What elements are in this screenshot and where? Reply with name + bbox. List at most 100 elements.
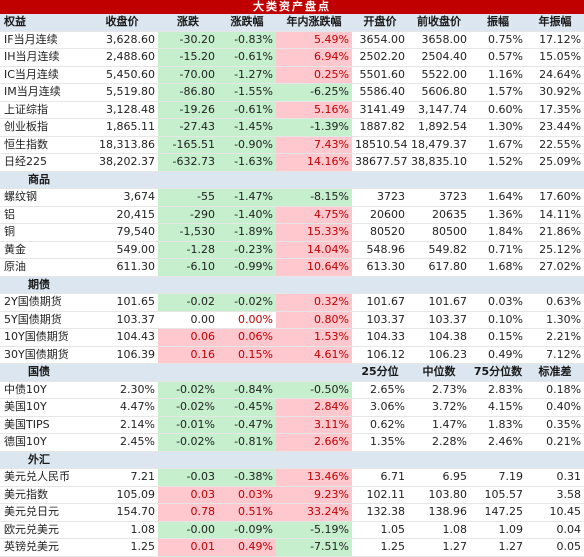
row-amplitude: 4.15%	[470, 398, 526, 417]
row-name: 恒生指数	[0, 136, 86, 154]
row-ytd: 13.46%	[276, 468, 352, 487]
row-name: 黄金	[0, 241, 86, 259]
row-change: -6.10	[158, 258, 218, 277]
row-change-pct: -0.38%	[218, 468, 276, 487]
row-open: 18510.54	[352, 136, 408, 154]
row-change: 0.78	[158, 503, 218, 522]
row-name: 德国10Y	[0, 433, 86, 452]
row-close: 611.30	[86, 258, 158, 277]
row-name: 2Y国债期货	[0, 293, 86, 312]
row-prev-close: 3723	[408, 188, 470, 207]
row-amplitude: 1.67%	[470, 136, 526, 154]
row-ytd: 0.25%	[276, 66, 352, 84]
table-row: 5Y国债期货 103.37 0.00 0.00% 0.80% 103.37 103.37 0.…	[0, 311, 584, 329]
table-row: 上证综指 3,128.48 -19.26 -0.61% 5.16% 3141.49 3,14…	[0, 101, 584, 119]
row-prev-close: 617.80	[408, 258, 470, 277]
row-year-amplitude: 0.40%	[526, 398, 584, 417]
row-close: 549.00	[86, 241, 158, 259]
row-close: 2,488.60	[86, 48, 158, 67]
section-cell	[470, 276, 526, 294]
row-year-amplitude: 17.35%	[526, 101, 584, 119]
row-year-amplitude: 17.12%	[526, 31, 584, 49]
row-amplitude: 1.52%	[470, 153, 526, 172]
row-change: -290	[158, 206, 218, 224]
section-cell	[218, 451, 276, 469]
row-year-amplitude: 0.05	[526, 538, 584, 557]
row-ytd: 14.04%	[276, 241, 352, 259]
header-prev-close: 前收盘价	[408, 14, 470, 32]
row-ytd: 15.33%	[276, 223, 352, 242]
row-change: -19.26	[158, 101, 218, 119]
row-year-amplitude: 25.12%	[526, 241, 584, 259]
row-open: 0.62%	[352, 416, 408, 434]
section-row: 商品	[0, 171, 584, 189]
table-row: 美元指数 105.09 0.03 0.03% 9.23% 102.11 103.80 105.…	[0, 486, 584, 504]
row-ytd: 0.32%	[276, 293, 352, 312]
table-row: IM当月连续 5,519.80 -86.80 -1.55% -6.25% 5586.40 5…	[0, 83, 584, 102]
row-name: 美元兑日元	[0, 503, 86, 522]
section-cell	[218, 276, 276, 294]
row-open: 1887.82	[352, 118, 408, 137]
row-amplitude: 7.19	[470, 468, 526, 487]
row-ytd: 9.23%	[276, 486, 352, 504]
row-change-pct: -1.63%	[218, 153, 276, 172]
table-row: 美元兑日元 154.70 0.78 0.51% 33.24% 132.38 138.96 14…	[0, 503, 584, 522]
section-cell	[86, 451, 158, 469]
row-open: 548.96	[352, 241, 408, 259]
row-year-amplitude: 0.63%	[526, 293, 584, 312]
row-close: 3,628.60	[86, 31, 158, 49]
table-row: IF当月连续 3,628.60 -30.20 -0.83% 5.49% 3654.00 36…	[0, 31, 584, 49]
row-change-pct: -1.40%	[218, 206, 276, 224]
row-year-amplitude: 14.11%	[526, 206, 584, 224]
row-change: -55	[158, 188, 218, 207]
row-amplitude: 147.25	[470, 503, 526, 522]
row-change-pct: -1.45%	[218, 118, 276, 137]
row-year-amplitude: 25.09%	[526, 153, 584, 172]
row-open: 1.25	[352, 538, 408, 557]
section-cell	[408, 171, 470, 189]
row-change: -632.73	[158, 153, 218, 172]
section-cell	[276, 363, 352, 382]
row-prev-close: 106.23	[408, 346, 470, 364]
header-change-pct: 涨跌幅	[218, 14, 276, 32]
row-amplitude: 0.10%	[470, 311, 526, 329]
header-close: 收盘价	[86, 14, 158, 32]
row-change-pct: -0.83%	[218, 31, 276, 49]
row-open: 106.12	[352, 346, 408, 364]
table-row: 10Y国债期货 104.43 0.06 0.06% 1.53% 104.33 104.38 0…	[0, 328, 584, 347]
row-change-pct: -1.55%	[218, 83, 276, 102]
row-year-amplitude: 0.18%	[526, 381, 584, 399]
table-row: 德国10Y 2.45% -0.02% -0.81% 2.66% 1.35% 2.28% 2.4…	[0, 433, 584, 452]
section-cell	[158, 451, 218, 469]
row-close: 20,415	[86, 206, 158, 224]
table-row: 中债10Y 2.30% -0.02% -0.84% -0.50% 2.65% 2.73% 2.…	[0, 381, 584, 399]
row-change: -0.01%	[158, 416, 218, 434]
row-amplitude: 0.03%	[470, 293, 526, 312]
row-change-pct: -1.47%	[218, 188, 276, 207]
row-change: -0.03	[158, 468, 218, 487]
row-name: 创业板指	[0, 118, 86, 137]
row-change: 0.06	[158, 328, 218, 347]
row-change-pct: 0.03%	[218, 486, 276, 504]
row-prev-close: 38,835.10	[408, 153, 470, 172]
row-open: 132.38	[352, 503, 408, 522]
row-change: -15.20	[158, 48, 218, 67]
table-row: IH当月连续 2,488.60 -15.20 -0.61% 6.94% 2502.20 25…	[0, 48, 584, 67]
row-change: -0.02%	[158, 381, 218, 399]
row-change-pct: -0.81%	[218, 433, 276, 452]
table-row: 英镑兑美元 1.25 0.01 0.49% -7.51% 1.25 1.27 1.27 0.05	[0, 538, 584, 557]
row-close: 104.43	[86, 328, 158, 347]
row-close: 5,519.80	[86, 83, 158, 102]
row-ytd: -5.19%	[276, 521, 352, 539]
section-label: 期债	[0, 276, 86, 294]
row-open: 6.71	[352, 468, 408, 487]
row-name: 美元兑人民币	[0, 468, 86, 487]
row-amplitude: 0.49%	[470, 346, 526, 364]
row-change: -0.00	[158, 521, 218, 539]
row-change-pct: -0.84%	[218, 381, 276, 399]
row-close: 105.09	[86, 486, 158, 504]
row-amplitude: 0.71%	[470, 241, 526, 259]
row-close: 3,674	[86, 188, 158, 207]
row-ytd: 5.49%	[276, 31, 352, 49]
